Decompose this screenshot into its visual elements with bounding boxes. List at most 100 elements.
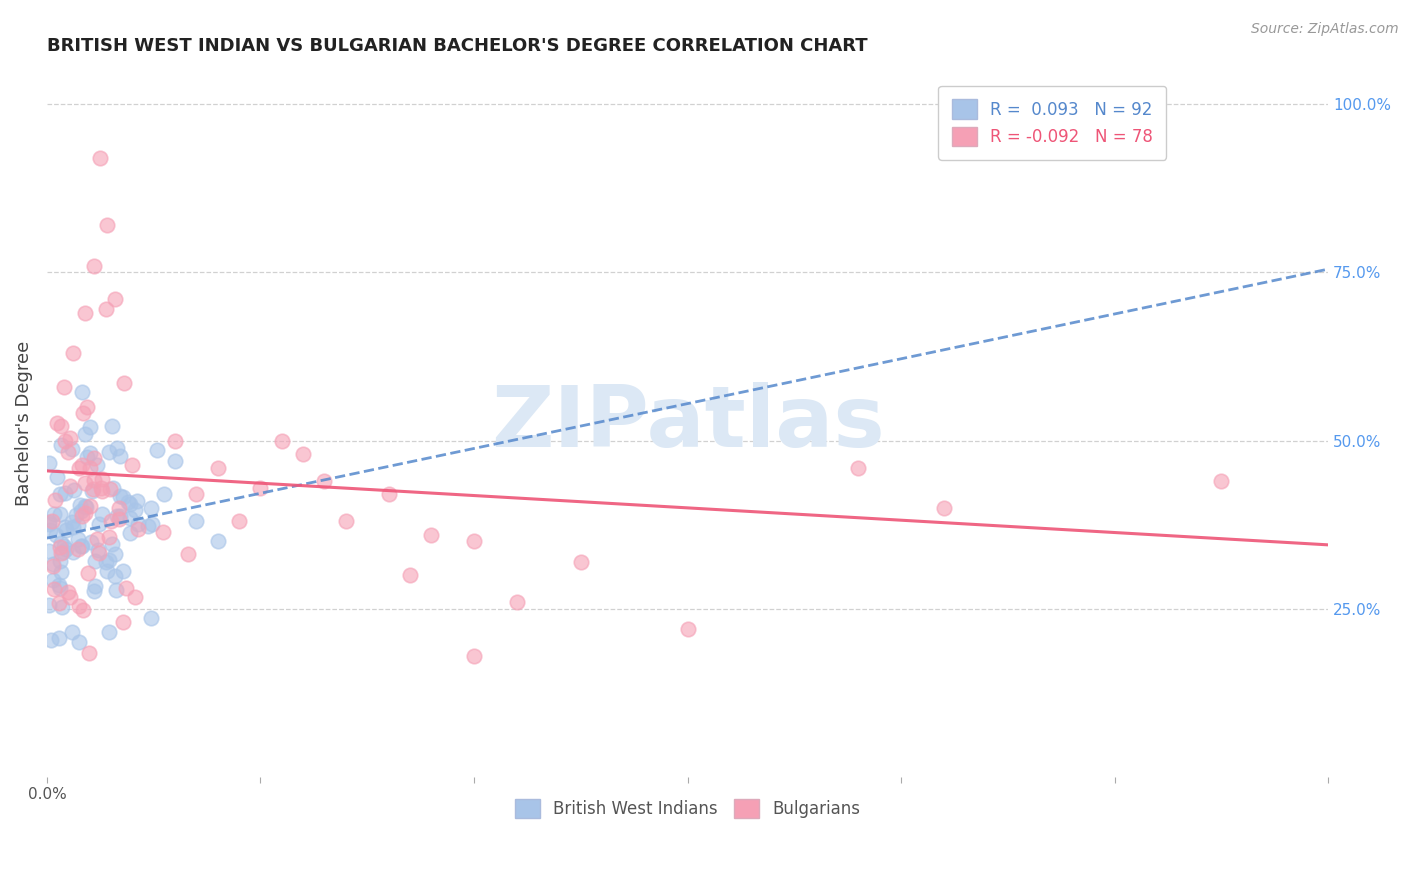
Point: [101, 537, 124, 551]
Point: [49, 507, 72, 521]
Point: [76, 400, 98, 414]
Point: [70, 539, 93, 553]
Point: [463, 534, 485, 549]
Point: [207, 534, 229, 549]
Point: [139, 611, 162, 625]
Point: [69, 498, 91, 512]
Point: [112, 376, 135, 390]
Point: [110, 509, 132, 524]
Point: [38, 524, 60, 538]
Point: [96, 219, 118, 233]
Point: [39, 633, 62, 648]
Point: [98, 553, 121, 567]
Point: [75, 499, 97, 513]
Point: [48, 631, 70, 645]
Point: [62, 346, 84, 360]
Point: [463, 648, 485, 663]
Point: [108, 489, 131, 503]
Point: [67, 461, 90, 475]
Point: [112, 615, 135, 629]
Point: [48, 596, 70, 610]
Point: [77, 566, 100, 581]
Point: [73, 506, 96, 520]
Point: [932, 500, 955, 515]
Point: [117, 494, 139, 508]
Point: [80, 534, 103, 549]
Point: [58, 444, 80, 458]
Point: [112, 490, 135, 504]
Y-axis label: Bachelor's Degree: Bachelor's Degree: [15, 341, 32, 507]
Point: [420, 528, 443, 542]
Point: [111, 564, 134, 578]
Point: [42, 558, 65, 572]
Point: [98, 530, 121, 544]
Point: [44, 507, 66, 521]
Point: [72, 406, 94, 420]
Point: [153, 487, 176, 501]
Point: [38, 516, 60, 531]
Point: [49, 486, 72, 500]
Point: [49, 540, 72, 554]
Point: [127, 516, 149, 531]
Point: [108, 450, 131, 464]
Point: [53, 520, 76, 534]
Point: [100, 514, 122, 528]
Point: [1211, 474, 1233, 488]
Point: [76, 450, 98, 465]
Point: [118, 510, 141, 524]
Point: [91, 484, 114, 499]
Point: [105, 442, 128, 456]
Point: [59, 590, 82, 604]
Point: [67, 599, 90, 614]
Point: [51, 438, 73, 452]
Point: [59, 479, 82, 493]
Point: [104, 293, 127, 307]
Text: Source: ZipAtlas.com: Source: ZipAtlas.com: [1251, 22, 1399, 37]
Point: [38, 543, 60, 558]
Point: [105, 583, 128, 598]
Point: [59, 432, 82, 446]
Point: [48, 554, 70, 568]
Point: [96, 564, 118, 578]
Point: [846, 460, 869, 475]
Point: [65, 508, 87, 522]
Point: [98, 625, 121, 640]
Point: [45, 528, 67, 542]
Point: [82, 482, 104, 496]
Point: [152, 524, 174, 539]
Point: [292, 447, 315, 461]
Point: [38, 598, 60, 612]
Point: [228, 514, 250, 528]
Point: [163, 434, 186, 448]
Point: [107, 511, 129, 525]
Point: [48, 578, 70, 592]
Point: [83, 583, 105, 598]
Point: [83, 259, 105, 273]
Text: ZIPatlas: ZIPatlas: [491, 383, 884, 466]
Point: [67, 635, 90, 649]
Point: [75, 306, 97, 320]
Point: [51, 565, 73, 579]
Point: [377, 487, 399, 501]
Point: [118, 498, 141, 512]
Point: [79, 420, 101, 434]
Point: [79, 446, 101, 460]
Point: [115, 581, 138, 595]
Point: [186, 487, 208, 501]
Point: [249, 481, 271, 495]
Point: [62, 483, 84, 498]
Point: [314, 474, 336, 488]
Point: [186, 514, 208, 528]
Point: [38, 516, 60, 530]
Point: [70, 509, 93, 524]
Point: [52, 545, 75, 559]
Point: [94, 555, 117, 569]
Point: [676, 622, 699, 636]
Point: [105, 509, 128, 524]
Point: [51, 536, 73, 550]
Point: [67, 532, 90, 546]
Point: [83, 579, 105, 593]
Point: [101, 481, 124, 495]
Point: [89, 151, 111, 165]
Point: [73, 427, 96, 442]
